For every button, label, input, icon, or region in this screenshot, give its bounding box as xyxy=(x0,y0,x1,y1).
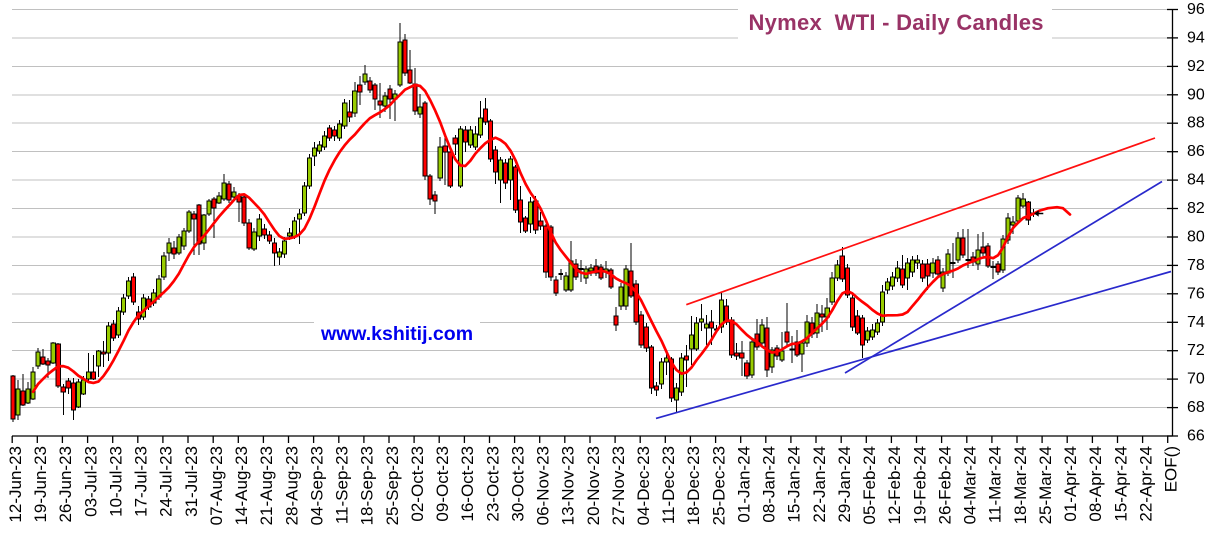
svg-text:16-Oct-23: 16-Oct-23 xyxy=(458,446,477,522)
svg-text:13-Nov-23: 13-Nov-23 xyxy=(559,446,578,525)
svg-text:92: 92 xyxy=(1187,58,1205,75)
svg-text:84: 84 xyxy=(1187,172,1205,189)
svg-text:09-Oct-23: 09-Oct-23 xyxy=(433,446,452,522)
svg-text:25-Sep-23: 25-Sep-23 xyxy=(383,446,402,525)
svg-text:04-Dec-23: 04-Dec-23 xyxy=(634,446,653,525)
svg-text:31-Jul-23: 31-Jul-23 xyxy=(182,446,201,517)
svg-text:66: 66 xyxy=(1187,428,1205,445)
svg-text:08-Jan-24: 08-Jan-24 xyxy=(760,446,779,523)
svg-text:22-Jan-24: 22-Jan-24 xyxy=(810,446,829,523)
svg-text:19-Feb-24: 19-Feb-24 xyxy=(910,446,929,524)
svg-text:94: 94 xyxy=(1187,29,1205,46)
svg-text:30-Oct-23: 30-Oct-23 xyxy=(508,446,527,522)
svg-text:01-Jan-24: 01-Jan-24 xyxy=(735,446,754,523)
svg-text:27-Nov-23: 27-Nov-23 xyxy=(609,446,628,525)
svg-text:08-Apr-24: 08-Apr-24 xyxy=(1086,446,1105,522)
svg-text:24-Jul-23: 24-Jul-23 xyxy=(157,446,176,517)
svg-text:11-Mar-24: 11-Mar-24 xyxy=(986,446,1005,523)
svg-text:22-Apr-24: 22-Apr-24 xyxy=(1136,446,1155,522)
svg-text:04-Mar-24: 04-Mar-24 xyxy=(961,446,980,524)
svg-text:03-Jul-23: 03-Jul-23 xyxy=(81,446,100,517)
svg-text:11-Sep-23: 11-Sep-23 xyxy=(333,446,352,524)
svg-text:17-Jul-23: 17-Jul-23 xyxy=(132,446,151,517)
svg-text:28-Aug-23: 28-Aug-23 xyxy=(282,446,301,525)
svg-text:76: 76 xyxy=(1187,285,1205,302)
svg-text:06-Nov-23: 06-Nov-23 xyxy=(534,446,553,525)
svg-text:26-Jun-23: 26-Jun-23 xyxy=(56,446,75,523)
svg-text:15-Apr-24: 15-Apr-24 xyxy=(1111,446,1130,522)
svg-text:02-Oct-23: 02-Oct-23 xyxy=(408,446,427,522)
svg-text:01-Apr-24: 01-Apr-24 xyxy=(1061,446,1080,522)
svg-text:23-Oct-23: 23-Oct-23 xyxy=(483,446,502,522)
svg-text:21-Aug-23: 21-Aug-23 xyxy=(257,446,276,525)
svg-text:www.kshitij.com: www.kshitij.com xyxy=(320,323,473,345)
svg-text:88: 88 xyxy=(1187,115,1205,132)
svg-text:68: 68 xyxy=(1187,399,1205,416)
svg-text:05-Feb-24: 05-Feb-24 xyxy=(860,446,879,524)
svg-text:70: 70 xyxy=(1187,371,1205,388)
svg-text:72: 72 xyxy=(1187,342,1205,359)
svg-text:19-Jun-23: 19-Jun-23 xyxy=(31,446,50,523)
svg-text:78: 78 xyxy=(1187,257,1205,274)
svg-text:14-Aug-23: 14-Aug-23 xyxy=(232,446,251,525)
svg-text:18-Sep-23: 18-Sep-23 xyxy=(358,446,377,525)
svg-text:26-Feb-24: 26-Feb-24 xyxy=(935,446,954,524)
svg-text:18-Mar-24: 18-Mar-24 xyxy=(1011,446,1030,524)
svg-text:07-Aug-23: 07-Aug-23 xyxy=(207,446,226,525)
svg-text:96: 96 xyxy=(1187,1,1205,18)
svg-text:15-Jan-24: 15-Jan-24 xyxy=(785,446,804,523)
svg-text:90: 90 xyxy=(1187,86,1205,103)
svg-text:20-Nov-23: 20-Nov-23 xyxy=(584,446,603,525)
svg-text:25-Dec-23: 25-Dec-23 xyxy=(709,446,728,525)
svg-text:11-Dec-23: 11-Dec-23 xyxy=(659,446,678,524)
svg-text:29-Jan-24: 29-Jan-24 xyxy=(835,446,854,523)
svg-text:25-Mar-24: 25-Mar-24 xyxy=(1036,446,1055,524)
svg-text:82: 82 xyxy=(1187,200,1205,217)
svg-text:18-Dec-23: 18-Dec-23 xyxy=(684,446,703,525)
svg-text:80: 80 xyxy=(1187,229,1205,246)
svg-text:74: 74 xyxy=(1187,314,1205,331)
svg-text:EOF(): EOF() xyxy=(1162,446,1181,492)
svg-text:12-Feb-24: 12-Feb-24 xyxy=(885,446,904,524)
svg-text:12-Jun-23: 12-Jun-23 xyxy=(6,446,25,523)
svg-text:04-Sep-23: 04-Sep-23 xyxy=(307,446,326,525)
svg-text:10-Jul-23: 10-Jul-23 xyxy=(107,446,126,517)
svg-text:Nymex WTI - Daily Candles: Nymex WTI - Daily Candles xyxy=(749,10,1044,35)
svg-text:86: 86 xyxy=(1187,143,1205,160)
